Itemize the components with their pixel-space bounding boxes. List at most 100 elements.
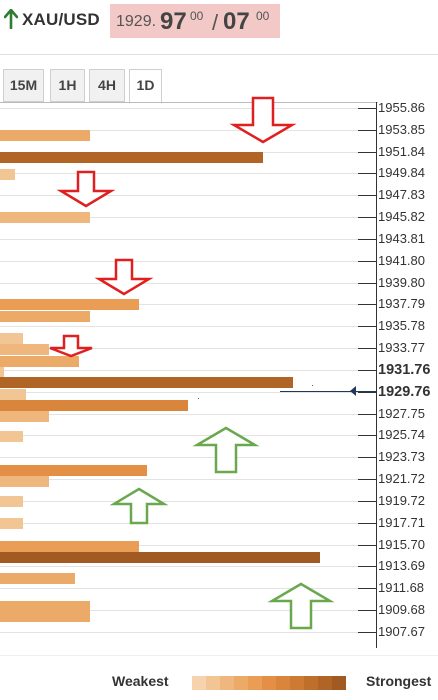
support-arrow-icon [191,426,260,474]
gridline [0,500,376,502]
confluence-bar [0,310,91,322]
axis-tick [358,304,376,306]
tab-4h[interactable]: 4H [89,69,125,102]
axis-tick [358,457,376,459]
axis-tick [358,282,376,284]
axis-tick [358,369,376,371]
confluence-bar [0,518,23,530]
axis-tick [358,544,376,546]
legend-swatch [290,676,304,690]
ask-price: 07 [223,8,250,35]
bid-price: 97 [160,8,187,35]
confluence-bar [0,376,294,388]
price-level-label: 1911.68 [378,580,425,596]
axis-tick [358,195,376,197]
current-price-pointer [350,386,356,397]
legend-weakest-label: Weakest [112,673,169,689]
confluence-bar [0,464,147,476]
axis-tick [358,413,376,415]
price-level-label: 1941.80 [378,252,425,268]
gridline [0,610,376,612]
confluence-bar [0,496,23,508]
legend-swatch [332,676,346,690]
gridline [0,238,376,240]
resistance-arrow-icon [49,335,93,358]
resistance-arrow-icon [229,97,297,144]
arrow-up-icon [4,9,18,29]
gridline [0,435,376,437]
legend-swatch [206,676,220,690]
legend-strongest-label: Strongest [366,673,432,689]
support-arrow-icon [109,487,169,524]
axis-tick [358,348,376,350]
gridline [0,457,376,459]
gridline [0,391,376,393]
price-level-label: 1927.75 [378,405,425,421]
confluence-bar [0,611,91,623]
axis-tick [358,500,376,502]
header-divider [0,54,438,55]
ask-fraction: 00 [256,9,270,23]
axis-tick [358,173,376,175]
gridline [0,282,376,284]
confluence-bar [0,344,49,356]
confluence-bar [0,169,16,181]
legend-swatch [304,676,318,690]
tab-1h[interactable]: 1H [50,69,85,102]
current-price-line [280,391,376,393]
price-level-label: 1939.80 [378,274,425,290]
gridline [0,631,376,633]
legend-swatch [192,676,206,690]
confluence-bar [0,399,188,411]
confluence-bar [0,333,23,345]
price-level-label: 1909.68 [378,602,425,618]
axis-tick [358,151,376,153]
price-level-label: 1937.79 [378,296,425,312]
confluence-bar [0,388,27,400]
confluence-bar [0,130,91,142]
axis-tick [358,108,376,109]
support-arrow-icon [267,582,335,630]
axis-tick [358,217,376,219]
legend-swatch [262,676,276,690]
gridline [0,369,376,371]
chart-dot [198,398,199,399]
gridline [0,260,376,262]
legend-swatch [248,676,262,690]
price-level-label: 1951.84 [378,143,425,159]
instrument-symbol: XAU/USD [22,10,100,29]
price-level-label: 1935.78 [378,318,425,334]
price-level-label: 1919.72 [378,492,425,508]
tab-15m[interactable]: 15M [3,69,44,102]
confluence-bar [0,298,140,310]
gridline [0,348,376,350]
confluence-bar [0,540,140,552]
tab-baseline [0,102,378,103]
axis-tick [358,129,376,131]
gridline [0,304,376,306]
gridline [0,108,376,109]
legend-swatch [234,676,248,690]
axis-tick [358,610,376,612]
price-quote: 1929. 97 00 / 07 00 [110,4,280,38]
quote-separator: / [212,10,219,35]
quote-prefix: 1929. [116,13,157,30]
price-level-label: 1931.76 [378,361,431,378]
confluence-bar [0,410,49,422]
gridline [0,129,376,131]
gridline [0,544,376,546]
price-level-label: 1945.82 [378,209,425,225]
confluence-bar [0,211,91,223]
legend-scale [192,676,346,690]
legend-divider [0,655,438,656]
axis-tick [358,435,376,437]
axis-tick [358,566,376,568]
confluence-bar [0,356,79,368]
price-level-label: 1913.69 [378,558,425,574]
chart-dot [312,385,313,386]
axis-tick [358,326,376,328]
tab-1d[interactable]: 1D [129,69,162,104]
price-level-label: 1921.72 [378,471,425,487]
gridline [0,522,376,524]
gridline [0,588,376,590]
